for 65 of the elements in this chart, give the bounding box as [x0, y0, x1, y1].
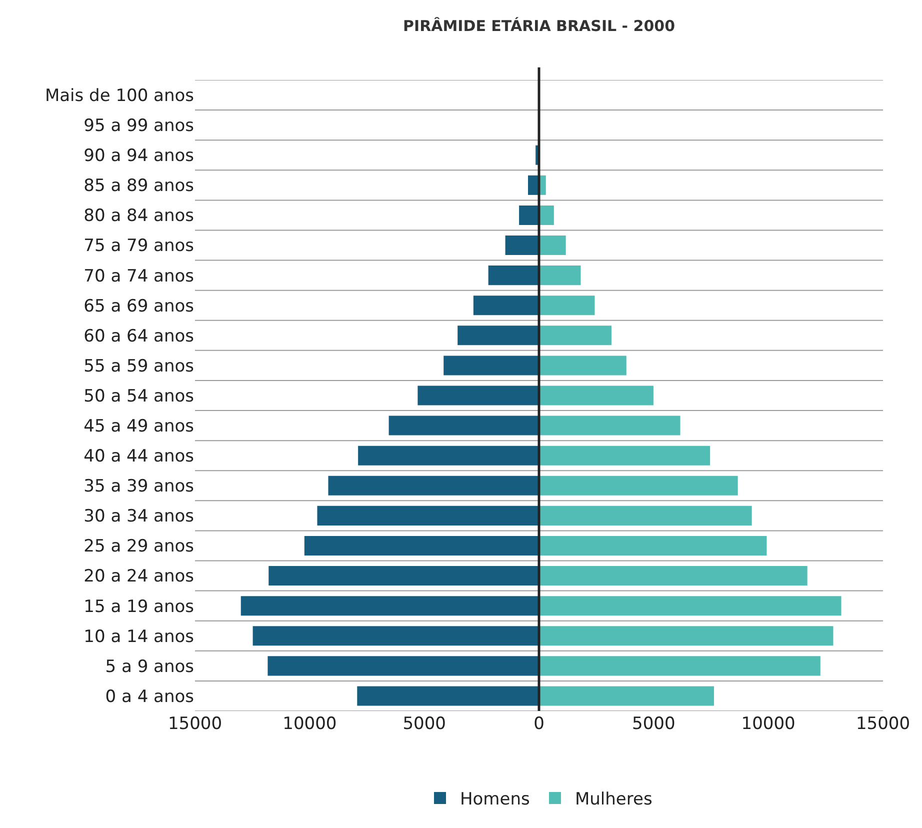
- bar: [388, 416, 539, 436]
- bar: [328, 476, 539, 496]
- y-tick-label: 25 a 29 anos: [84, 536, 194, 557]
- bar: [539, 266, 581, 286]
- bar: [488, 266, 539, 286]
- y-tick-label: 70 a 74 anos: [84, 266, 194, 286]
- bar: [528, 175, 539, 195]
- bar: [505, 236, 539, 256]
- x-tick-label: 10000: [741, 714, 796, 734]
- x-tick-label: 15000: [168, 714, 222, 734]
- chart-title: PIRÂMIDE ETÁRIA BRASIL - 2000: [403, 17, 675, 36]
- y-tick-label: 50 a 54 anos: [84, 386, 194, 406]
- y-tick-label: Mais de 100 anos: [44, 86, 194, 106]
- y-tick-label: 90 a 94 anos: [84, 146, 194, 166]
- bar: [240, 596, 539, 616]
- bar: [252, 626, 539, 646]
- legend-label: Homens: [460, 790, 530, 810]
- bar: [539, 476, 738, 496]
- bar: [539, 296, 595, 316]
- y-tick-label: 20 a 24 anos: [84, 566, 194, 587]
- bar: [539, 536, 767, 556]
- bar: [539, 356, 626, 376]
- bar: [539, 626, 834, 646]
- bar: [539, 236, 566, 256]
- bar: [268, 566, 539, 586]
- bar: [539, 686, 714, 706]
- bar: [473, 296, 539, 316]
- bar: [539, 506, 752, 526]
- bar: [268, 656, 539, 676]
- bar: [317, 506, 539, 526]
- bar: [539, 656, 820, 676]
- bar: [539, 446, 710, 466]
- y-tick-label: 10 a 14 anos: [84, 626, 194, 647]
- x-tick-label: 5000: [632, 714, 676, 734]
- bar: [458, 326, 539, 346]
- bar: [304, 536, 539, 556]
- y-tick-label: 35 a 39 anos: [84, 476, 194, 497]
- y-tick-label: 15 a 19 anos: [84, 596, 194, 617]
- y-tick-label: 95 a 99 anos: [84, 116, 194, 136]
- y-tick-label: 55 a 59 anos: [84, 356, 194, 376]
- bar: [418, 386, 539, 406]
- y-tick-label: 40 a 44 anos: [84, 446, 194, 467]
- x-tick-label: 0: [534, 714, 544, 734]
- bar: [539, 326, 612, 346]
- x-tick-label: 5000: [402, 714, 446, 734]
- bar: [358, 446, 539, 466]
- bar: [539, 386, 654, 406]
- bar: [539, 416, 680, 436]
- y-tick-label: 75 a 79 anos: [84, 236, 194, 256]
- x-tick-label: 10000: [282, 714, 337, 734]
- y-tick-label: 85 a 89 anos: [84, 176, 194, 196]
- y-tick-label: 60 a 64 anos: [84, 326, 194, 346]
- y-tick-label: 65 a 69 anos: [84, 296, 194, 316]
- bar: [357, 686, 539, 706]
- y-tick-label: 5 a 9 anos: [105, 656, 194, 677]
- y-tick-label: 30 a 34 anos: [84, 506, 194, 527]
- bar: [519, 205, 539, 225]
- bar: [444, 356, 539, 376]
- y-tick-label: 0 a 4 anos: [105, 686, 194, 707]
- bar: [539, 596, 842, 616]
- bar: [539, 566, 808, 586]
- y-tick-label: 45 a 49 anos: [84, 416, 194, 436]
- x-tick-label: 15000: [856, 714, 910, 734]
- y-tick-label: 80 a 84 anos: [84, 206, 194, 226]
- legend-label: Mulheres: [574, 790, 652, 810]
